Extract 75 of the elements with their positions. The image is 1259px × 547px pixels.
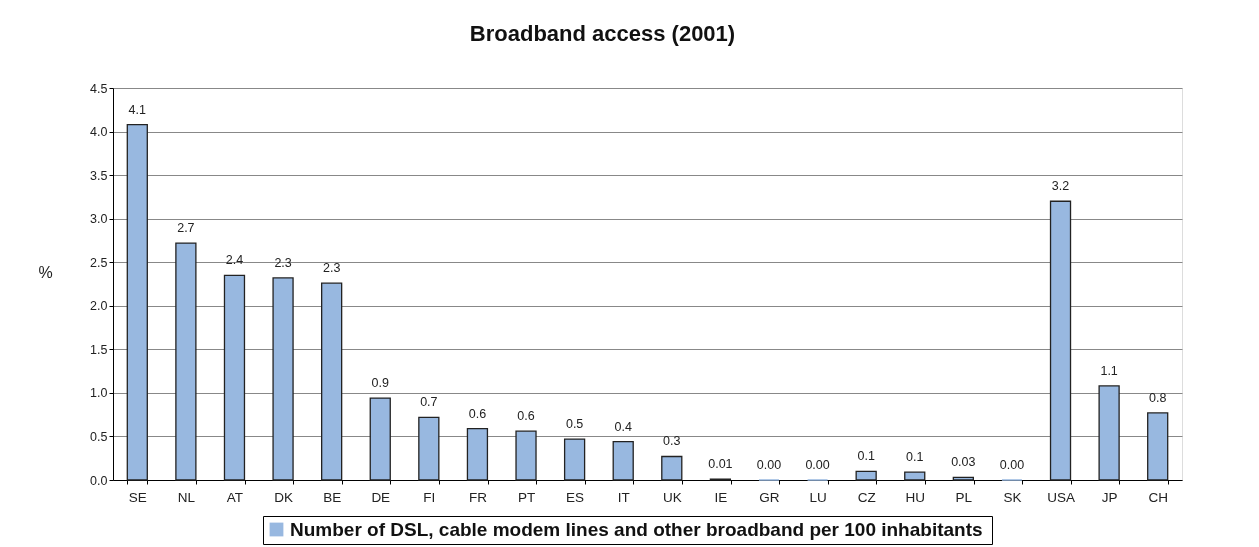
x-tick-label: ES xyxy=(566,489,585,505)
bar xyxy=(418,416,440,481)
bar xyxy=(612,441,634,481)
y-tick-label: 3.0 xyxy=(90,212,108,227)
bar xyxy=(855,470,877,481)
x-tick-label: USA xyxy=(1047,489,1075,505)
x-tick-label: PT xyxy=(517,489,536,505)
data-label: 2.3 xyxy=(274,255,292,270)
x-tick-label: LU xyxy=(809,489,827,505)
bar xyxy=(904,471,926,481)
x-tick-label: UK xyxy=(662,489,682,505)
x-tick-label: SE xyxy=(128,489,147,505)
data-label: 2.4 xyxy=(225,253,244,268)
y-tick-label: 0.5 xyxy=(90,429,108,444)
bar xyxy=(466,427,489,481)
data-label: 0.00 xyxy=(999,458,1025,472)
x-tick-label: BE xyxy=(323,489,342,505)
y-tick-label: 3.5 xyxy=(90,168,108,183)
bar xyxy=(175,242,197,481)
bar xyxy=(563,438,586,481)
x-tick-label: FI xyxy=(423,489,436,505)
data-label: 0.9 xyxy=(371,376,389,391)
y-tick-label: 1.5 xyxy=(90,342,108,357)
bar xyxy=(952,476,974,481)
y-tick-label: 2.5 xyxy=(90,255,108,270)
bar xyxy=(126,123,148,481)
x-tick-label: SK xyxy=(1003,489,1022,505)
y-tick-label: 1.0 xyxy=(90,386,108,401)
data-label: 1.1 xyxy=(1100,363,1118,378)
x-tick-label: IT xyxy=(617,489,630,505)
data-label: 0.6 xyxy=(468,406,487,421)
data-label: 0.03 xyxy=(951,455,976,470)
bar xyxy=(1049,200,1072,481)
data-label: 4.1 xyxy=(128,102,147,117)
bar xyxy=(1147,412,1169,481)
bar xyxy=(223,274,246,481)
x-tick-label: JP xyxy=(1101,489,1118,505)
x-tick-label: CH xyxy=(1148,489,1168,505)
data-label: 0.8 xyxy=(1149,390,1167,405)
bar xyxy=(272,277,294,481)
x-tick-label: IE xyxy=(714,489,728,505)
bar xyxy=(1098,385,1120,481)
x-tick-label: GR xyxy=(759,489,780,505)
y-tick-label: 0.0 xyxy=(90,473,108,488)
data-label: 0.3 xyxy=(663,434,681,449)
x-tick-label: AT xyxy=(226,489,244,505)
x-tick-label: HU xyxy=(905,489,925,505)
bar xyxy=(369,397,391,481)
data-label: 0.01 xyxy=(708,457,733,472)
data-label: 0.00 xyxy=(756,458,782,472)
data-label: 0.00 xyxy=(805,458,830,472)
data-label: 2.3 xyxy=(322,261,341,276)
x-tick-label: DE xyxy=(371,489,391,505)
chart-title: Broadband access (2001) xyxy=(469,21,736,46)
data-label: 0.7 xyxy=(420,395,438,410)
y-tick-label: 4.5 xyxy=(90,81,108,96)
x-tick-label: NL xyxy=(177,489,196,505)
x-tick-label: DK xyxy=(274,489,293,505)
data-label: 0.1 xyxy=(906,450,924,465)
x-tick-label: FR xyxy=(468,489,488,505)
bar xyxy=(321,282,343,481)
data-label: 0.1 xyxy=(857,449,875,464)
legend-label: Number of DSL, cable modem lines and other broadband per 100 inhabitants xyxy=(290,518,983,540)
data-label: 3.2 xyxy=(1051,179,1070,194)
data-label: 0.6 xyxy=(517,409,535,424)
x-tick-label: CZ xyxy=(857,489,876,505)
data-label: 0.5 xyxy=(565,417,584,432)
y-tick-label: 2.0 xyxy=(90,299,108,314)
bar xyxy=(661,455,683,481)
x-tick-label: PL xyxy=(955,489,973,505)
bar xyxy=(515,430,537,481)
y-axis-title: % xyxy=(38,263,53,281)
data-label: 2.7 xyxy=(177,221,195,236)
data-label: 0.4 xyxy=(614,419,632,434)
y-tick-label: 4.0 xyxy=(90,125,108,140)
